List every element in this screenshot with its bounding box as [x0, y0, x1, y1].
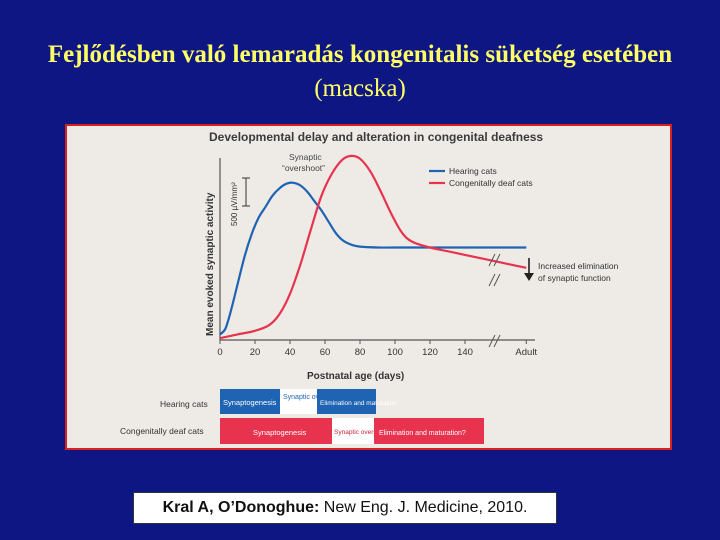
timeline-hearing-overshoot-label: Synaptic overshoot [283, 394, 343, 401]
x-tick-label-80: 80 [355, 347, 366, 358]
title-normal: (macska) [314, 75, 406, 102]
timeline-hearing-synaptogenesis [220, 389, 280, 414]
annotation-overshoot-2: “overshoot” [282, 163, 325, 173]
citation-box: Kral A, O’Donoghue: New Eng. J. Medicine… [133, 492, 557, 524]
legend-label-deaf: Congenitally deaf cats [449, 178, 533, 188]
chart: Developmental delay and alteration in co… [120, 130, 619, 444]
timeline-hearing-elimination [317, 389, 376, 414]
timeline-hearing-synaptogenesis-label: Synaptogenesis [223, 398, 277, 407]
annotation-overshoot-1: Synaptic [289, 152, 322, 162]
timeline-hearing-overshoot-text: Synaptic overshoot [283, 394, 343, 401]
timeline-label-hearing: Hearing cats [160, 399, 208, 409]
timeline-deaf-overshoot [332, 418, 374, 444]
slide-title: Fejlődésben való lemaradás kongenitalis … [0, 38, 720, 106]
x-tick-label-0: 0 [217, 347, 222, 358]
timeline-hearing-overshoot [280, 389, 317, 414]
scale-bar-label: 500 µV/mm² [230, 182, 239, 226]
series-line-congenitally-deaf-cats [219, 154, 527, 340]
citation-source: New Eng. J. Medicine, 2010. [319, 499, 528, 516]
x-tick-label-100: 100 [387, 347, 403, 358]
timeline-deaf-synaptogenesis-label: Synaptogenesis [253, 428, 307, 437]
x-axis-label: Postnatal age (days) [307, 371, 404, 382]
x-ticks: 0 20 40 60 80 100 120 140 Adult [217, 340, 537, 358]
citation-authors: Kral A, O’Donoghue: [162, 499, 320, 516]
down-arrow-icon [524, 273, 534, 281]
x-tick-label-120: 120 [422, 347, 438, 358]
x-tick-label-40: 40 [285, 347, 296, 358]
chart-title: Developmental delay and alteration in co… [209, 130, 543, 144]
timeline-deaf-synaptogenesis [220, 418, 332, 444]
x-tick-label-Adult: Adult [515, 347, 537, 358]
annotation-elimination-1: Increased elimination [538, 261, 619, 271]
legend-label-hearing: Hearing cats [449, 166, 497, 176]
title-bold: Fejlődésben való lemaradás kongenitalis … [47, 41, 673, 68]
timeline-hearing-elimination-label: Elimination and maturation [320, 400, 397, 407]
timeline-deaf-overshoot-label: Synaptic overshoot [334, 429, 389, 436]
timeline-deaf-elimination-label: Elimination and maturation? [379, 430, 466, 437]
axis-break [488, 253, 501, 348]
timeline-deaf-elimination [374, 418, 484, 444]
x-tick-label-140: 140 [457, 347, 473, 358]
timeline-label-deaf: Congenitally deaf cats [120, 426, 204, 436]
x-tick-label-20: 20 [250, 347, 261, 358]
figure-panel: Developmental delay and alteration in co… [65, 124, 672, 450]
annotation-elimination-2: of synaptic function [538, 273, 611, 283]
series-line-hearing-cats [219, 181, 527, 336]
x-tick-label-60: 60 [320, 347, 331, 358]
y-axis-label: Mean evoked synaptic activity [205, 192, 216, 336]
